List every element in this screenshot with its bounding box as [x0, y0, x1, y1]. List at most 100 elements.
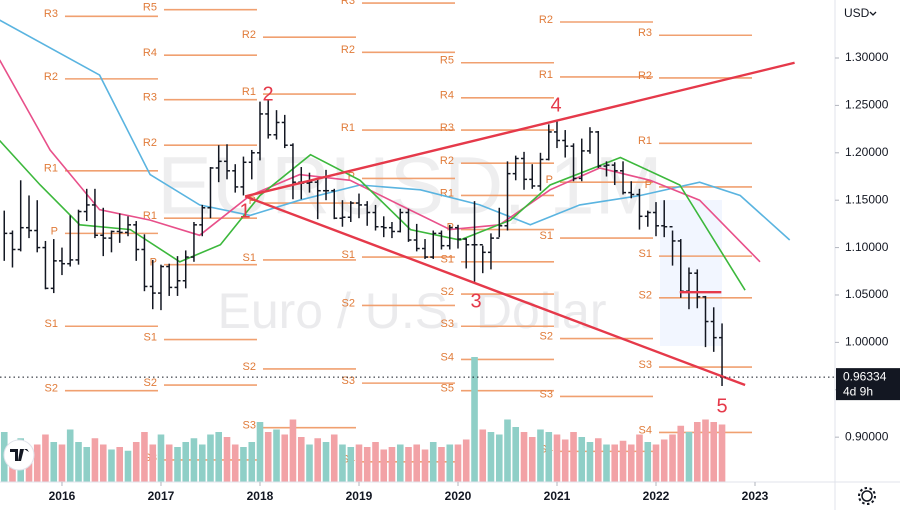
- volume-bar: [627, 444, 635, 482]
- trendline: [244, 61, 795, 198]
- volume-bar: [42, 434, 49, 482]
- x-tick-label: 2017: [148, 489, 175, 503]
- wave-label: 2: [262, 83, 273, 105]
- pivot-label: S2: [342, 297, 355, 309]
- volume-bar: [652, 444, 660, 482]
- pivot-label: R5: [143, 2, 157, 14]
- volume-bar: [132, 442, 140, 482]
- volume-bar: [75, 442, 82, 482]
- settings-gear[interactable]: [861, 490, 873, 502]
- volume-bar: [157, 434, 165, 482]
- pivot-label: P: [249, 195, 256, 207]
- pivot-label: R1: [341, 122, 355, 134]
- pivot-label: S5: [441, 383, 454, 395]
- pivot-label: R2: [539, 14, 553, 26]
- pivot-label: R3: [143, 92, 157, 104]
- pivot-label: P: [51, 225, 58, 237]
- pivot-label: R2: [341, 44, 355, 56]
- volume-bar: [165, 444, 173, 482]
- x-tick-label: 2020: [445, 489, 472, 503]
- countdown-label: 4d 9h: [843, 384, 873, 398]
- pivot-label: R1: [638, 135, 652, 147]
- settings-button[interactable]: [858, 487, 876, 505]
- volume-bar: [198, 444, 206, 482]
- volume-bar: [372, 442, 379, 482]
- volume-bar: [289, 419, 297, 482]
- logo-mark[interactable]: [10, 449, 29, 461]
- volume-bar: [116, 447, 123, 482]
- x-tick-label: 2019: [346, 489, 373, 503]
- volume-bar: [405, 447, 412, 482]
- volume-bar: [322, 442, 330, 482]
- pivot-label: S1: [45, 318, 58, 330]
- settings-gear-teeth[interactable]: [858, 487, 876, 505]
- x-tick-label: 2022: [643, 489, 670, 503]
- volume-bar: [174, 447, 181, 482]
- pivot-label: S3: [243, 420, 256, 432]
- pivot-label: R2: [638, 70, 652, 82]
- volume-bar: [264, 432, 272, 482]
- pivot-label: R2: [44, 71, 58, 83]
- pivot-label: R3: [341, 0, 355, 7]
- volume-bar: [462, 439, 470, 482]
- pivot-label: S4: [639, 424, 652, 436]
- pivot-label: S2: [243, 361, 256, 373]
- pivot-label: S4: [441, 351, 454, 363]
- volume-bar: [108, 449, 115, 482]
- volume-bar: [611, 444, 619, 482]
- pivot-label: R1: [539, 69, 553, 81]
- pivot-label: P: [645, 179, 652, 191]
- currency-label[interactable]: USD: [844, 6, 870, 20]
- x-tick-label: 2021: [544, 489, 571, 503]
- pivot-label: R2: [143, 137, 157, 149]
- volume-bar: [66, 429, 74, 482]
- volume-bar: [355, 444, 363, 482]
- trendline: [244, 195, 746, 387]
- pivot-label: S1: [243, 252, 256, 264]
- volume-bar: [471, 357, 478, 482]
- volume-bar: [570, 432, 577, 482]
- volume-bar: [149, 444, 157, 482]
- volume-bar: [702, 419, 709, 482]
- volume-bar: [223, 437, 231, 482]
- pivot-label: R3: [638, 27, 652, 39]
- pivot-label: R1: [242, 86, 256, 98]
- watermark-description: Euro / U.S. Dollar: [217, 283, 606, 339]
- volume-bar: [339, 444, 346, 482]
- volume-bar: [91, 438, 99, 482]
- tradingview-logo[interactable]: [3, 439, 35, 471]
- volume-bar: [644, 442, 652, 482]
- wave-label: 1: [239, 200, 250, 222]
- volume-bar: [619, 440, 627, 482]
- volume-bar: [248, 442, 256, 482]
- y-tick-label: 0.90000: [845, 429, 889, 443]
- pivot-label: S3: [639, 359, 652, 371]
- volume-bar: [314, 438, 322, 482]
- x-tick-label: 2018: [247, 489, 274, 503]
- pivot-label: R3: [44, 8, 58, 20]
- y-tick-label: 1.05000: [845, 287, 889, 301]
- volume-bar: [603, 444, 610, 482]
- volume-bar: [578, 437, 586, 482]
- volume-bar: [273, 429, 280, 482]
- pivot-label: S3: [441, 318, 454, 330]
- volume-bar: [182, 442, 190, 482]
- volume-bar: [710, 422, 718, 482]
- volume-bar: [330, 434, 338, 482]
- volume-bar: [487, 432, 495, 482]
- pivot-label: R3: [440, 122, 454, 134]
- currency-caret[interactable]: [869, 11, 877, 16]
- pivot-label: R5: [440, 55, 454, 67]
- volume-bar: [537, 429, 544, 482]
- volume-bar: [33, 444, 41, 482]
- volume-bar: [306, 444, 313, 482]
- volume-bar: [388, 447, 396, 482]
- pivot-label: S2: [144, 377, 157, 389]
- volume-bar: [660, 439, 668, 482]
- volume-bar: [495, 434, 503, 482]
- pivot-label: S2: [441, 286, 454, 298]
- volume-bar: [190, 438, 198, 482]
- volume-bar: [429, 442, 437, 482]
- volume-bar: [380, 449, 388, 482]
